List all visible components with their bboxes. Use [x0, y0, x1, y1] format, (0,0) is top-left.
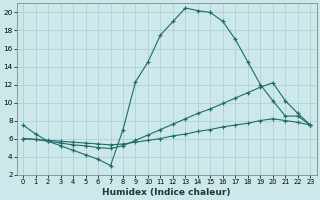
X-axis label: Humidex (Indice chaleur): Humidex (Indice chaleur): [102, 188, 231, 197]
